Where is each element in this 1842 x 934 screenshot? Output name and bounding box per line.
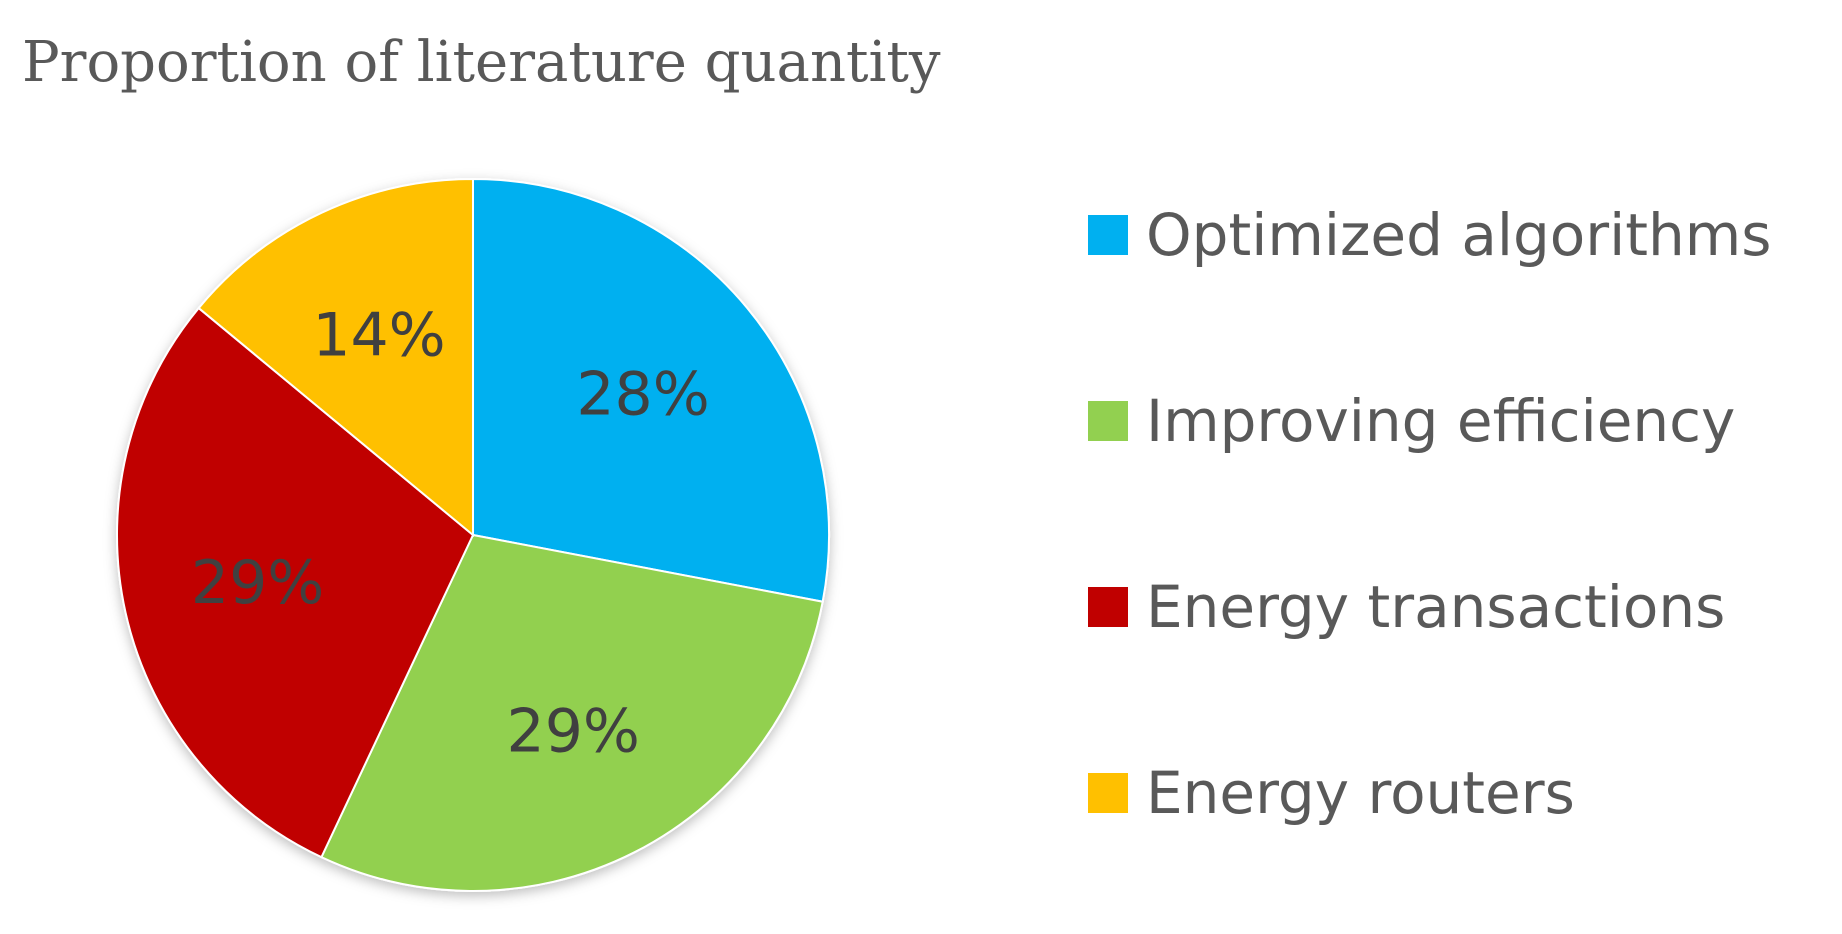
legend-swatch-energy-transactions [1088,587,1128,627]
data-label-optimized-algorithms: 28% [576,359,709,429]
legend-label-improving-efficiency: Improving efficiency [1146,387,1736,455]
pie-slice-energy-transactions [116,306,475,859]
data-label-improving-efficiency: 29% [507,697,640,767]
pie-slice-improving-efficiency [320,533,824,892]
pie-slices [116,177,830,892]
chart-title: Proportion of literature quantity [22,30,941,95]
pie-slice-energy-routers [197,177,474,538]
legend-swatch-optimized-algorithms [1088,215,1128,255]
legend-item-improving-efficiency: Improving efficiency [1088,386,1735,456]
legend-item-energy-routers: Energy routers [1088,758,1575,828]
pie-data-labels: 28% 29% 29% 14% [191,300,710,766]
data-label-energy-transactions: 29% [191,548,324,618]
legend-swatch-energy-routers [1088,773,1128,813]
legend-label-energy-routers: Energy routers [1146,759,1575,827]
legend-item-energy-transactions: Energy transactions [1088,572,1725,642]
legend-swatch-improving-efficiency [1088,401,1128,441]
pie-slice-optimized-algorithms [472,177,830,603]
data-label-energy-routers: 14% [312,300,445,370]
legend-label-optimized-algorithms: Optimized algorithms [1146,201,1772,269]
legend-label-energy-transactions: Energy transactions [1146,573,1726,641]
legend-item-optimized-algorithms: Optimized algorithms [1088,200,1771,270]
